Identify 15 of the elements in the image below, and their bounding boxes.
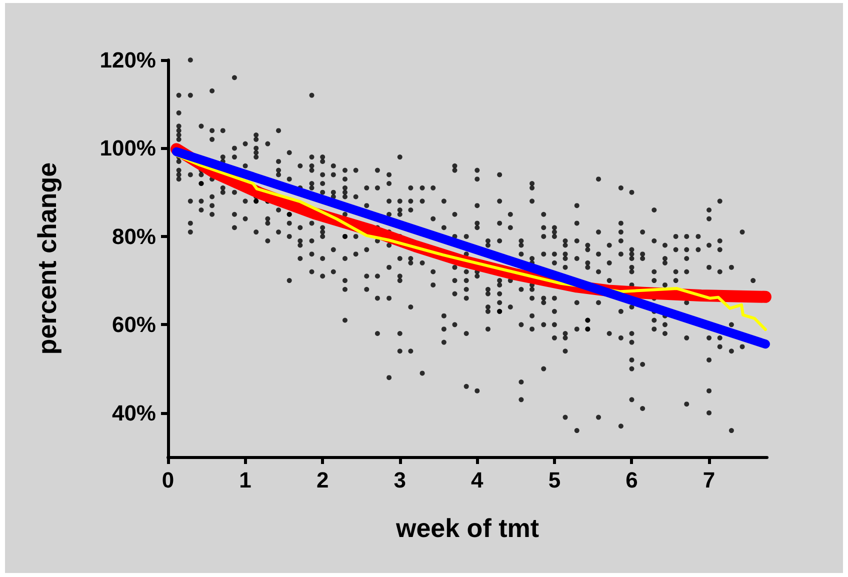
- y-tick-label: 120%: [100, 48, 156, 72]
- x-tick-label: 4: [471, 468, 484, 492]
- x-axis-title: week of tmt: [394, 513, 540, 543]
- x-tick-label: 3: [394, 468, 406, 492]
- y-tick-label: 100%: [100, 136, 156, 161]
- x-tick-label: 7: [702, 468, 716, 492]
- y-tick-label: 40%: [112, 400, 156, 426]
- y-tick-label: 80%: [112, 224, 156, 249]
- x-tick-label: 2: [316, 468, 329, 492]
- x-tick-label: 1: [239, 468, 252, 492]
- x-tick-label: 0: [162, 468, 174, 492]
- x-tick-label: 6: [626, 468, 638, 492]
- y-tick-label: 60%: [112, 312, 156, 338]
- y-axis-title: percent change: [32, 162, 62, 355]
- x-tick-label: 5: [548, 468, 561, 492]
